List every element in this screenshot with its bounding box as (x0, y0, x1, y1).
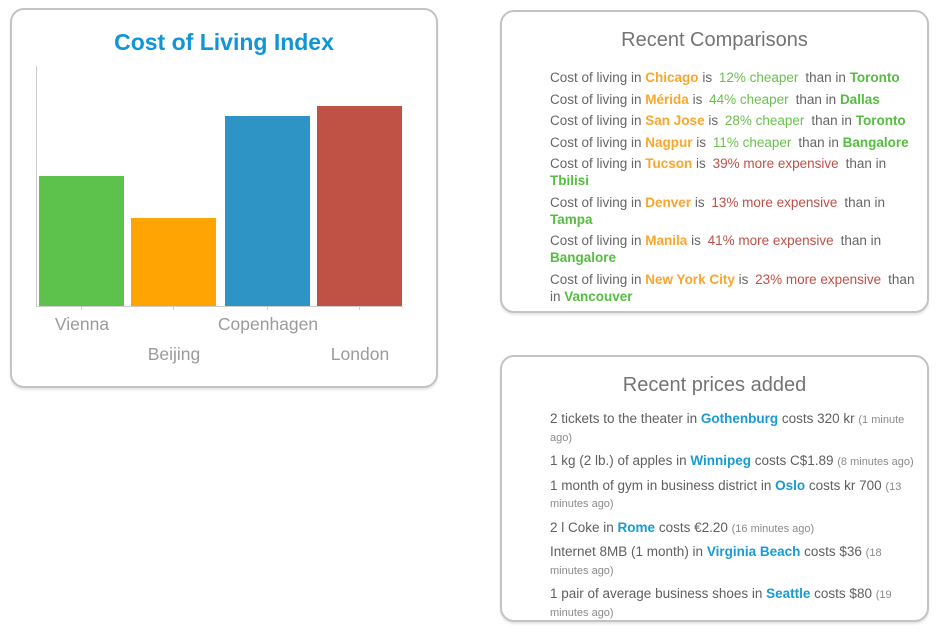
city-link[interactable]: Rome (617, 519, 656, 535)
comparison-item: Cost of living in Chicago is 12% cheaper… (550, 70, 900, 85)
axis-label-london: London (330, 344, 390, 364)
comparison-item: Cost of living in Tucson is 39% more exp… (550, 156, 887, 188)
price-item: 1 kg (2 lb.) of apples in Winnipeg costs… (550, 453, 914, 468)
recent-comparisons-card: Recent Comparisons Cost of living in Chi… (500, 10, 929, 313)
axis-tick-copenhagen (267, 306, 268, 310)
price-item: 1 month of gym in business district in O… (550, 477, 902, 511)
chart-bar-vienna (39, 176, 124, 306)
city-link-destination[interactable]: Tampa (550, 211, 593, 227)
city-link-origin[interactable]: New York City (645, 271, 735, 287)
city-link[interactable]: Winnipeg (690, 453, 751, 468)
city-link-destination[interactable]: Dallas (839, 91, 880, 107)
chart-bar-beijing (131, 218, 216, 306)
comparisons-list: Cost of living in Chicago is 12% cheaper… (550, 69, 922, 305)
recent-prices-title: Recent prices added (622, 374, 807, 396)
city-link-destination[interactable]: Vancouver (564, 288, 633, 304)
comparison-prefix: Cost of living in (550, 134, 646, 150)
comparison-percent: 44% cheaper (709, 91, 789, 107)
price-item: 2 tickets to the theater in Gothenburg c… (550, 411, 905, 444)
comparison-prefix: Cost of living in (550, 91, 646, 107)
axis-label-beijing: Beijing (147, 344, 201, 364)
city-link[interactable]: Gothenburg (700, 411, 779, 426)
city-link[interactable]: Virginia Beach (706, 544, 801, 559)
city-link[interactable]: Seattle (766, 586, 811, 601)
chart-plot: Vienna Beijing Copenhagen London (36, 66, 403, 364)
axis-tick-vienna (81, 306, 82, 310)
city-link[interactable]: Oslo (775, 477, 806, 493)
price-timestamp: (19 minutes ago) (550, 589, 892, 619)
price-item: Internet 8MB (1 month) in Virginia Beach… (550, 544, 882, 577)
comparison-percent: 41% more expensive (707, 233, 834, 248)
price-item: 1 pair of average business shoes in Seat… (550, 586, 892, 619)
chart-bar-london (317, 106, 402, 306)
comparison-item: Cost of living in Nagpur is 11% cheaper t… (550, 134, 909, 150)
price-timestamp: (8 minutes ago) (837, 456, 914, 468)
city-link-destination[interactable]: Bangalore (550, 250, 617, 265)
comparison-percent: 11% cheaper (712, 134, 792, 150)
comparison-percent: 13% more expensive (711, 194, 838, 210)
prices-list: 2 tickets to the theater in Gothenburg c… (550, 411, 922, 620)
city-link-destination[interactable]: Tbilisi (550, 173, 590, 188)
comparison-prefix: Cost of living in (550, 70, 646, 85)
city-link-origin[interactable]: Denver (645, 194, 692, 210)
city-link-destination[interactable]: Toronto (855, 113, 906, 128)
city-link-origin[interactable]: Manila (645, 233, 688, 248)
comparison-item: Cost of living in Mérida is 44% cheaper t… (550, 91, 880, 107)
comparison-item: Cost of living in Denver is 13% more exp… (550, 194, 885, 227)
comparison-prefix: Cost of living in (550, 271, 646, 287)
city-link-origin[interactable]: Chicago (645, 70, 699, 85)
chart-title: Cost of Living Index (114, 29, 334, 55)
price-timestamp: (13 minutes ago) (550, 480, 902, 511)
price-timestamp: (1 minute ago) (550, 414, 905, 444)
city-link-destination[interactable]: Toronto (849, 70, 900, 85)
cost-of-living-chart-card: Cost of Living Index Vienna Beijing Copenh… (10, 8, 438, 388)
comparison-item: Cost of living in Manila is 41% more exp… (550, 233, 882, 265)
comparison-percent: 28% cheaper (724, 113, 805, 128)
comparison-prefix: Cost of living in (550, 113, 646, 128)
price-timestamp: (16 minutes ago) (731, 522, 815, 535)
comparison-prefix: Cost of living in (550, 156, 646, 171)
axis-tick-beijing (173, 306, 174, 310)
city-link-origin[interactable]: San Jose (645, 113, 705, 128)
axis-label-vienna: Vienna (54, 314, 110, 334)
city-link-destination[interactable]: Bangalore (842, 134, 909, 150)
comparison-prefix: Cost of living in (550, 233, 646, 248)
price-item: 2 l Coke in Rome costs €2.20 (16 minutes… (550, 519, 815, 535)
comparison-prefix: Cost of living in (550, 194, 646, 210)
recent-comparisons-title: Recent Comparisons (621, 29, 808, 51)
axis-label-copenhagen: Copenhagen (217, 314, 319, 334)
comparison-percent: 12% cheaper (718, 70, 799, 85)
city-link-origin[interactable]: Nagpur (645, 134, 693, 150)
city-link-origin[interactable]: Mérida (645, 91, 689, 107)
axis-tick-london (359, 306, 360, 310)
city-link-origin[interactable]: Tucson (645, 156, 693, 171)
comparison-item: Cost of living in New York City is 23% m… (550, 271, 915, 304)
price-timestamp: (18 minutes ago) (550, 547, 882, 577)
chart-bar-copenhagen (225, 116, 310, 306)
comparison-item: Cost of living in San Jose is 28% cheape… (550, 113, 906, 128)
comparison-percent: 23% more expensive (755, 271, 882, 287)
recent-prices-card: Recent prices added 2 tickets to the the… (500, 355, 929, 622)
comparison-percent: 39% more expensive (712, 156, 839, 171)
